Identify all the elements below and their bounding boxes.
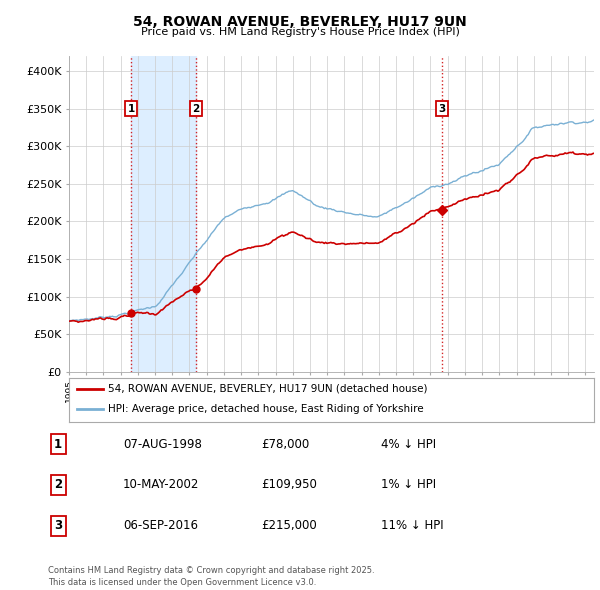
Text: 1: 1 [127, 104, 134, 114]
Text: Contains HM Land Registry data © Crown copyright and database right 2025.
This d: Contains HM Land Registry data © Crown c… [48, 566, 374, 587]
Text: £109,950: £109,950 [261, 478, 317, 491]
Text: 3: 3 [54, 519, 62, 532]
Text: 06-SEP-2016: 06-SEP-2016 [123, 519, 198, 532]
Text: Price paid vs. HM Land Registry's House Price Index (HPI): Price paid vs. HM Land Registry's House … [140, 27, 460, 37]
Text: 1% ↓ HPI: 1% ↓ HPI [381, 478, 436, 491]
Bar [131, 56, 196, 372]
Text: 2: 2 [192, 104, 199, 114]
Text: 2: 2 [54, 478, 62, 491]
Text: 07-AUG-1998: 07-AUG-1998 [123, 438, 202, 451]
Text: £78,000: £78,000 [261, 438, 309, 451]
Text: 54, ROWAN AVENUE, BEVERLEY, HU17 9UN: 54, ROWAN AVENUE, BEVERLEY, HU17 9UN [133, 15, 467, 29]
Text: 54, ROWAN AVENUE, BEVERLEY, HU17 9UN (detached house): 54, ROWAN AVENUE, BEVERLEY, HU17 9UN (de… [109, 384, 428, 394]
Text: 4% ↓ HPI: 4% ↓ HPI [381, 438, 436, 451]
Text: 10-MAY-2002: 10-MAY-2002 [123, 478, 199, 491]
Text: 1: 1 [54, 438, 62, 451]
Text: HPI: Average price, detached house, East Riding of Yorkshire: HPI: Average price, detached house, East… [109, 405, 424, 414]
Text: 11% ↓ HPI: 11% ↓ HPI [381, 519, 443, 532]
Text: 3: 3 [439, 104, 446, 114]
Text: £215,000: £215,000 [261, 519, 317, 532]
